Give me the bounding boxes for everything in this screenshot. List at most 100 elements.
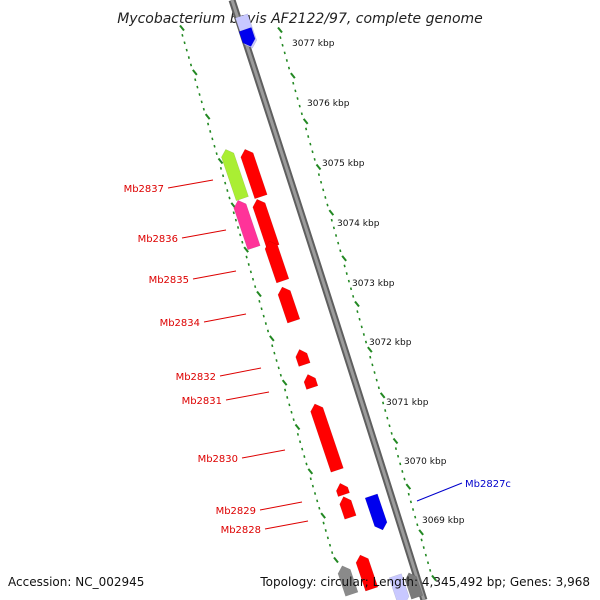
outer-tick: [296, 97, 299, 100]
outer-tick: [341, 255, 347, 262]
outer-tick: [356, 310, 359, 314]
inner-tick: [196, 85, 199, 89]
outer-tick: [429, 568, 432, 572]
inner-tick: [251, 277, 255, 281]
outer-tick: [281, 43, 284, 47]
inner-tick: [320, 512, 326, 519]
gene-3077-reverse[interactable]: [238, 27, 256, 47]
gene-mb2829[interactable]: [336, 482, 350, 497]
outer-tick: [426, 561, 430, 565]
gene-grey-bottom-2[interactable]: [404, 572, 424, 600]
inner-tick: [292, 418, 295, 422]
inner-tick: [266, 329, 270, 333]
inner-tick: [254, 285, 257, 289]
inner-tick: [324, 529, 327, 532]
kbp-label: 3072 kbp: [369, 338, 412, 348]
outer-tick: [287, 66, 291, 70]
inner-tick: [331, 551, 334, 555]
inner-tick: [226, 189, 229, 192]
outer-tick: [311, 150, 314, 154]
gene-mb2837[interactable]: [240, 148, 268, 200]
kbp-tick-labels: 3077 kbp 3076 kbp 3075 kbp 3074 kbp 3073 kbp…: [292, 39, 465, 526]
outer-tick: [394, 447, 398, 451]
outer-tick: [298, 104, 301, 108]
outer-tick: [424, 553, 427, 557]
inner-tick: [275, 359, 278, 362]
outer-tick: [384, 409, 387, 412]
label-leader-line: [203, 313, 247, 323]
outer-tick: [337, 241, 340, 245]
inner-tick: [189, 63, 193, 67]
outer-tick: [411, 508, 415, 511]
gene-mb2836-inner[interactable]: [233, 199, 261, 251]
gene-mb2835[interactable]: [264, 240, 290, 284]
inner-tick: [316, 499, 319, 503]
map-title: Mycobacterium bovis AF2122/97, complete …: [117, 11, 483, 27]
inner-tick: [288, 403, 291, 407]
inner-tick: [207, 122, 210, 126]
label-leader-line: [264, 520, 309, 530]
inner-tick: [192, 69, 198, 76]
inner-tick: [303, 455, 306, 458]
outer-tick: [360, 325, 363, 329]
outer-tick: [375, 378, 378, 382]
gene-label[interactable]: Mb2837: [124, 184, 164, 195]
inner-tick: [313, 492, 317, 495]
inner-tick: [305, 462, 308, 466]
outer-tick: [305, 127, 308, 131]
inner-tick: [286, 396, 289, 399]
gene-grey-bottom[interactable]: [337, 565, 359, 597]
kbp-label: 3070 kbp: [404, 457, 447, 467]
outer-tick: [307, 135, 310, 138]
outer-tick: [409, 500, 412, 504]
gene-label[interactable]: Mb2829: [216, 506, 256, 517]
outer-tick: [315, 163, 322, 171]
outer-tick: [324, 196, 327, 199]
gene-faded-bottom[interactable]: [388, 573, 410, 600]
outer-tick: [317, 173, 321, 177]
outer-tick: [431, 574, 437, 582]
gene-mb2828[interactable]: [339, 496, 357, 520]
outer-tick: [405, 483, 412, 490]
gene-label[interactable]: Mb2827c: [465, 479, 511, 490]
inner-tick: [281, 379, 288, 386]
outer-tick: [290, 72, 296, 79]
outer-tick: [416, 523, 419, 527]
outer-tick: [339, 249, 342, 253]
inner-tick: [260, 307, 263, 311]
gene-mb2832[interactable]: [295, 349, 311, 367]
outer-tick: [388, 424, 391, 428]
gene-label[interactable]: Mb2830: [198, 454, 238, 465]
gene-mb2831[interactable]: [303, 374, 319, 390]
gene-label[interactable]: Mb2836: [138, 234, 178, 245]
gene-mb2827c[interactable]: [364, 493, 388, 531]
inner-tick: [296, 432, 300, 436]
outer-tick: [328, 209, 335, 216]
gene-label[interactable]: Mb2835: [149, 275, 189, 286]
outer-tick: [292, 81, 295, 85]
inner-tick: [222, 174, 225, 178]
gene-label[interactable]: Mb2831: [182, 396, 222, 407]
outer-tick: [358, 317, 361, 321]
inner-tick: [284, 388, 287, 392]
gene-lower[interactable]: [355, 554, 379, 592]
outer-tick: [418, 529, 424, 536]
inner-tick: [228, 196, 231, 200]
inner-tick: [224, 181, 227, 185]
gene-mb2830[interactable]: [310, 403, 344, 473]
gene-mb2837-inner[interactable]: [221, 149, 249, 202]
outer-tick: [397, 454, 400, 458]
accession-text: Accession: NC_002945: [8, 575, 144, 589]
inner-tick: [277, 366, 280, 370]
outer-tick: [332, 226, 335, 230]
gene-label[interactable]: Mb2832: [176, 372, 216, 383]
outer-tick: [277, 26, 283, 34]
outer-tick: [379, 392, 386, 399]
gene-label[interactable]: Mb2834: [160, 318, 200, 329]
gene-label[interactable]: Mb2828: [221, 525, 261, 536]
gene-mb2834[interactable]: [277, 286, 301, 324]
inner-tick: [262, 314, 265, 318]
inner-tick: [279, 373, 282, 377]
